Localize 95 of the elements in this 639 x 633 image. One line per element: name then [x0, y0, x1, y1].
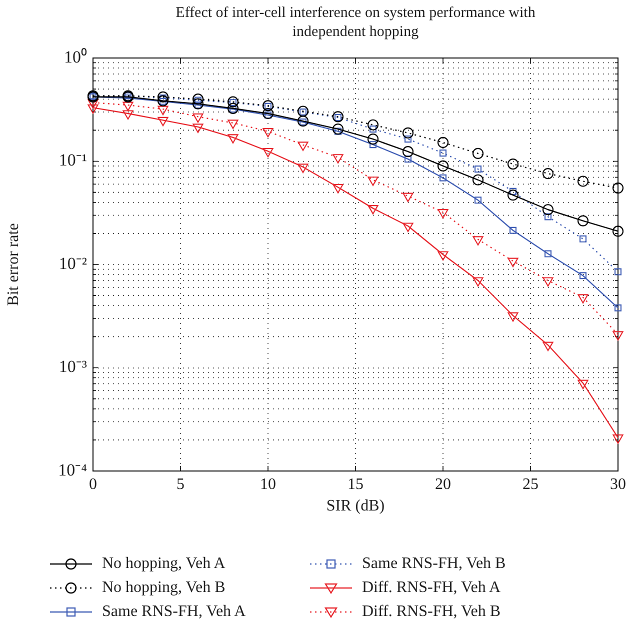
x-tick-label: 5 — [176, 476, 184, 493]
x-tick-label: 0 — [89, 476, 97, 493]
point — [227, 102, 239, 114]
point — [368, 205, 378, 214]
point — [474, 166, 482, 173]
y-tick-label: 10⁻² — [58, 254, 87, 273]
point — [332, 184, 344, 194]
point — [367, 134, 379, 145]
point — [577, 176, 589, 187]
point — [472, 277, 484, 287]
point — [612, 434, 624, 444]
point — [544, 213, 552, 220]
point — [158, 106, 168, 116]
point — [298, 142, 308, 151]
x-tick-label: 15 — [348, 476, 364, 493]
point — [262, 100, 274, 112]
point — [262, 148, 274, 158]
point — [192, 98, 204, 110]
point — [402, 192, 414, 202]
point — [438, 209, 448, 218]
point — [368, 176, 378, 186]
point — [439, 150, 447, 157]
point — [228, 120, 238, 129]
point — [614, 304, 622, 312]
point — [438, 251, 448, 261]
point — [509, 226, 517, 234]
point — [402, 222, 414, 232]
point — [297, 106, 309, 117]
point — [542, 277, 554, 287]
point — [404, 156, 412, 163]
legend-label: No hopping, Veh B — [102, 579, 226, 597]
y-tick-label: 10⁻³ — [58, 357, 87, 376]
point — [157, 95, 169, 106]
point — [192, 94, 204, 105]
point — [262, 108, 274, 120]
point — [439, 174, 447, 182]
point — [507, 158, 519, 170]
point — [297, 116, 309, 127]
point — [542, 204, 554, 216]
point — [542, 168, 554, 180]
point — [158, 116, 168, 126]
point — [474, 196, 482, 204]
x-tick-label: 30 — [610, 476, 626, 493]
point — [577, 215, 589, 226]
point — [332, 111, 344, 122]
point — [507, 190, 519, 201]
point — [228, 134, 238, 144]
point — [437, 160, 449, 172]
point — [614, 268, 622, 276]
point — [192, 124, 204, 133]
point — [578, 380, 588, 390]
y-axis-title: Bit error rate — [4, 223, 22, 306]
point — [578, 294, 588, 304]
point — [472, 174, 484, 186]
x-axis-title: SIR (dB) — [326, 498, 385, 515]
point — [192, 113, 204, 123]
point — [367, 119, 379, 130]
point — [122, 110, 134, 120]
y-tick-label: 10⁰ — [64, 47, 87, 66]
point — [332, 154, 344, 164]
point — [612, 331, 624, 341]
point — [612, 226, 624, 237]
point — [227, 96, 239, 108]
point — [402, 146, 414, 158]
point — [402, 127, 414, 138]
point — [542, 342, 554, 352]
point — [369, 141, 377, 148]
chart-title: Effect of inter-cell interference on system performance with independent hopping — [174, 4, 536, 42]
x-tick-label: 25 — [522, 476, 538, 493]
point — [579, 272, 587, 280]
point — [612, 182, 624, 194]
point — [122, 102, 134, 112]
legend-label: Diff. RNS-FH, Veh B — [362, 603, 501, 621]
point — [437, 136, 449, 148]
point — [369, 126, 377, 133]
point — [404, 136, 412, 143]
x-tick-label: 10 — [260, 476, 276, 493]
legend-label: Same RNS-FH, Veh B — [362, 555, 506, 573]
point — [262, 128, 274, 138]
point — [472, 236, 484, 246]
point — [544, 250, 552, 258]
point — [332, 124, 344, 135]
y-tick-label: 10⁻⁴ — [58, 460, 88, 480]
point — [579, 235, 587, 242]
x-tick-label: 20 — [435, 476, 451, 493]
legend-label: No hopping, Veh A — [102, 555, 226, 573]
point — [508, 312, 518, 322]
point — [298, 164, 308, 174]
legend-label: Diff. RNS-FH, Veh A — [362, 579, 501, 597]
point — [157, 91, 169, 102]
y-tick-label: 10⁻¹ — [58, 150, 87, 170]
point — [472, 148, 484, 159]
legend-label: Same RNS-FH, Veh A — [102, 603, 246, 621]
point — [88, 104, 98, 114]
point — [508, 258, 518, 268]
